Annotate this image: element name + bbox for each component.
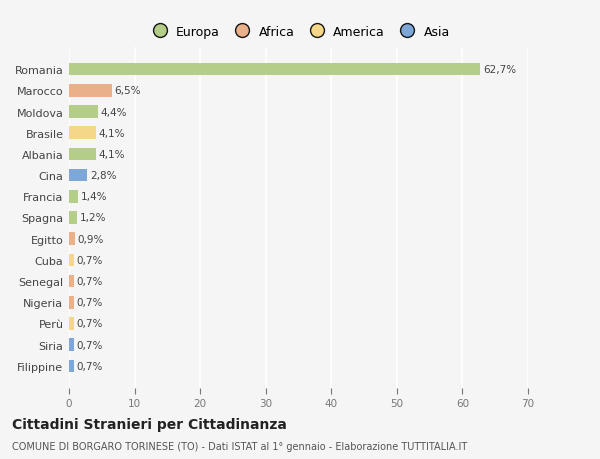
Text: 0,7%: 0,7% <box>76 297 103 308</box>
Text: Cittadini Stranieri per Cittadinanza: Cittadini Stranieri per Cittadinanza <box>12 417 287 431</box>
Bar <box>69 106 98 118</box>
Bar <box>69 254 74 267</box>
Text: 0,7%: 0,7% <box>76 276 103 286</box>
Text: 4,4%: 4,4% <box>100 107 127 117</box>
Bar <box>69 233 75 246</box>
Bar <box>69 85 112 97</box>
Bar <box>69 64 480 76</box>
Text: 0,7%: 0,7% <box>76 319 103 329</box>
Text: 62,7%: 62,7% <box>483 65 516 75</box>
Text: 0,7%: 0,7% <box>76 255 103 265</box>
Bar <box>69 169 88 182</box>
Text: 2,8%: 2,8% <box>90 171 116 181</box>
Bar <box>69 360 74 372</box>
Text: 6,5%: 6,5% <box>114 86 141 96</box>
Bar <box>69 190 78 203</box>
Legend: Europa, Africa, America, Asia: Europa, Africa, America, Asia <box>142 21 455 44</box>
Bar <box>69 212 77 224</box>
Bar <box>69 148 96 161</box>
Bar <box>69 296 74 309</box>
Text: 0,9%: 0,9% <box>77 234 104 244</box>
Text: 0,7%: 0,7% <box>76 340 103 350</box>
Text: 4,1%: 4,1% <box>98 150 125 160</box>
Text: 1,2%: 1,2% <box>79 213 106 223</box>
Text: 4,1%: 4,1% <box>98 129 125 139</box>
Text: 1,4%: 1,4% <box>81 192 107 202</box>
Bar <box>69 339 74 351</box>
Text: 0,7%: 0,7% <box>76 361 103 371</box>
Bar <box>69 318 74 330</box>
Text: COMUNE DI BORGARO TORINESE (TO) - Dati ISTAT al 1° gennaio - Elaborazione TUTTIT: COMUNE DI BORGARO TORINESE (TO) - Dati I… <box>12 441 467 451</box>
Bar <box>69 127 96 140</box>
Bar <box>69 275 74 288</box>
